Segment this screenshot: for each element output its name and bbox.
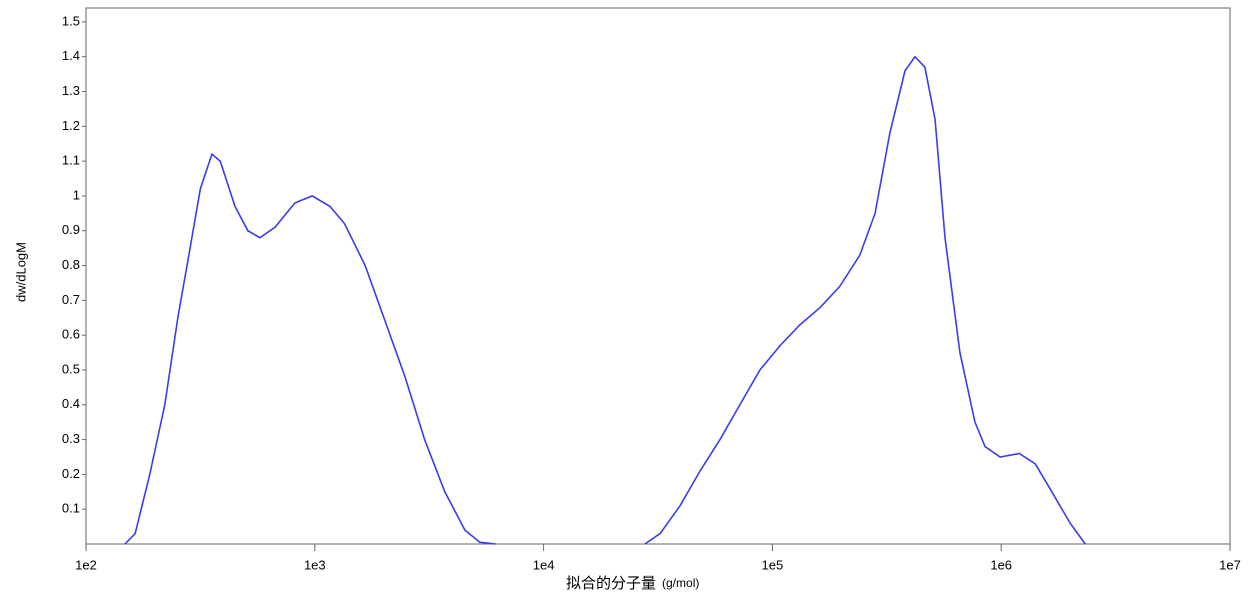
y-tick-label: 0.5 xyxy=(62,361,80,376)
y-tick-label: 1 xyxy=(73,187,80,202)
x-tick-label: 1e5 xyxy=(762,557,784,572)
x-tick-label: 1e6 xyxy=(990,557,1012,572)
y-tick-label: 0.6 xyxy=(62,327,80,342)
x-axis-title: 拟合的分子量 xyxy=(566,575,656,592)
y-tick-label: 0.7 xyxy=(62,292,80,307)
x-tick-label: 1e3 xyxy=(304,557,326,572)
x-tick-label: 1e2 xyxy=(75,557,97,572)
y-tick-label: 1.3 xyxy=(62,83,80,98)
y-tick-label: 0.1 xyxy=(62,501,80,516)
y-tick-label: 0.2 xyxy=(62,466,80,481)
x-axis-unit: (g/mol) xyxy=(662,576,699,590)
y-tick-label: 1.5 xyxy=(62,13,80,28)
y-axis-label: dw/dLogM xyxy=(13,242,28,302)
plot-frame xyxy=(85,7,1231,545)
x-tick-label: 1e4 xyxy=(533,557,555,572)
y-tick-label: 0.8 xyxy=(62,257,80,272)
y-tick-label: 0.3 xyxy=(62,431,80,446)
y-tick-label: 1.1 xyxy=(62,153,80,168)
y-tick-label: 1.2 xyxy=(62,118,80,133)
x-axis-label: 拟合的分子量 (g/mol) xyxy=(566,575,699,592)
x-tick-label: 1e7 xyxy=(1219,557,1241,572)
y-tick-label: 0.4 xyxy=(62,396,80,411)
y-tick-label: 1.4 xyxy=(62,48,80,63)
data-line xyxy=(124,55,1086,545)
y-tick-label: 0.9 xyxy=(62,222,80,237)
